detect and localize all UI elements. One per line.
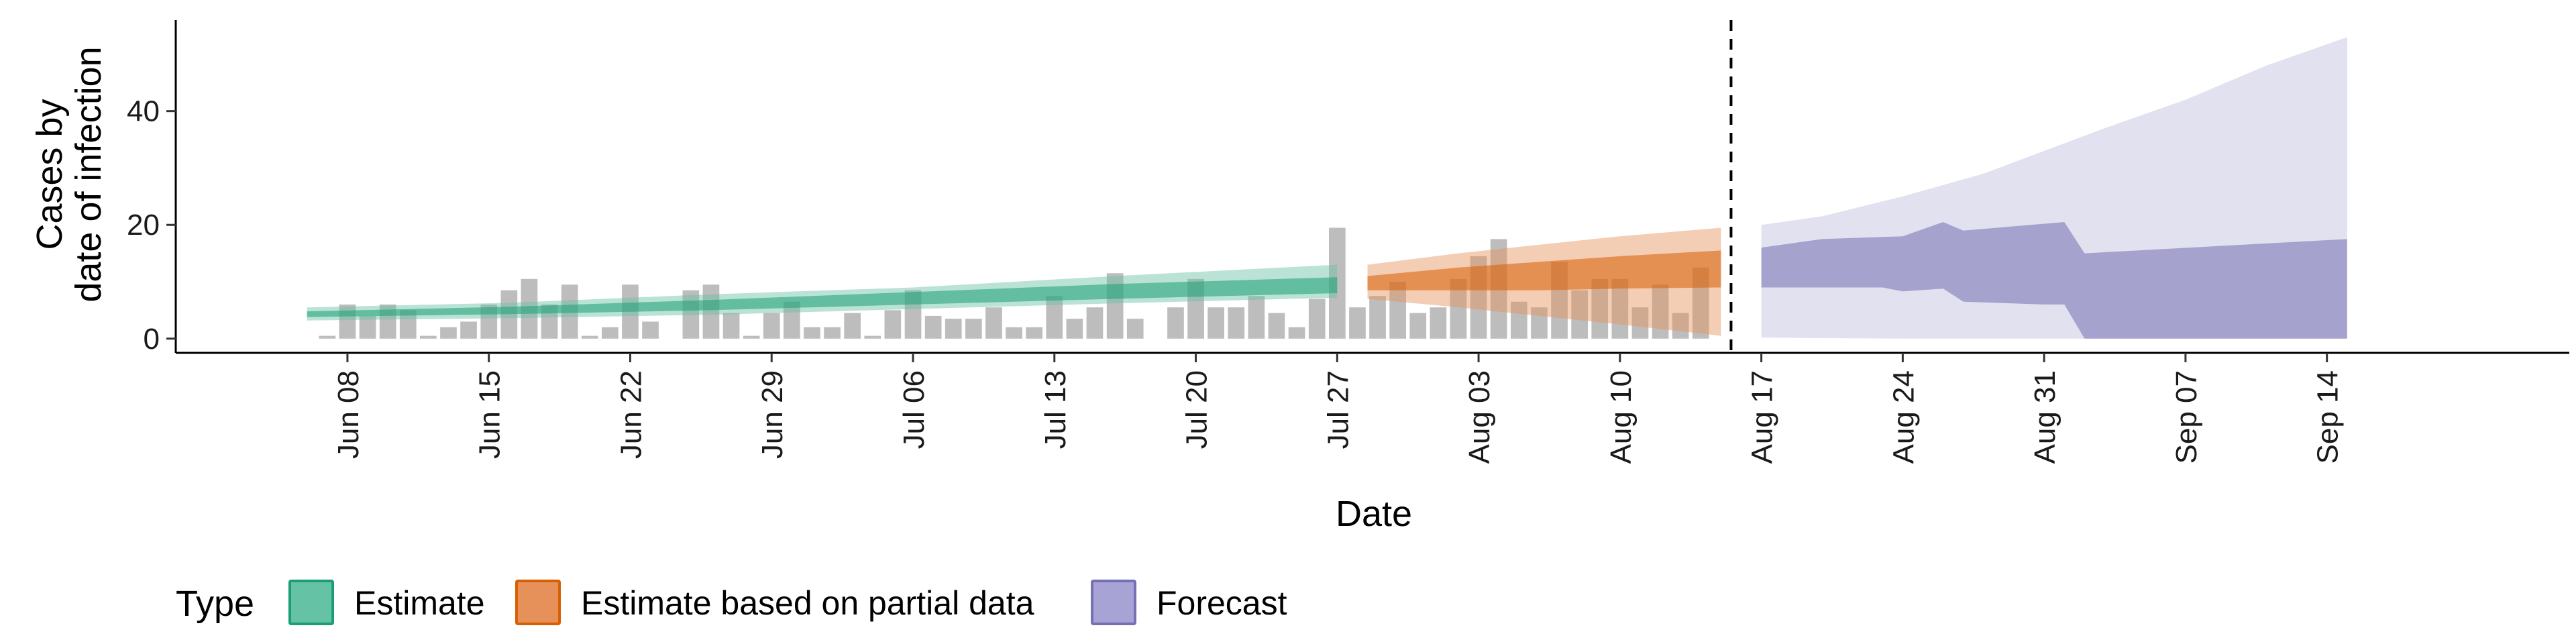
legend-label-forecast: Forecast xyxy=(1157,584,1287,622)
estimate-50-band xyxy=(307,277,1338,317)
legend-swatch-partial xyxy=(515,580,561,625)
case-bar xyxy=(602,327,619,339)
case-bar xyxy=(1571,290,1588,339)
case-bar xyxy=(864,335,881,339)
case-bar xyxy=(1531,307,1548,339)
case-bar xyxy=(1006,327,1022,339)
case-bar xyxy=(1349,307,1366,339)
estimate-based-on-partial-data-50-band xyxy=(1367,250,1721,290)
case-bar xyxy=(420,335,437,339)
x-axis-title: Date xyxy=(1336,494,1412,534)
case-bar xyxy=(440,327,457,339)
x-tick-label: Aug 24 xyxy=(1887,370,1920,464)
x-tick-label: Jul 13 xyxy=(1039,370,1072,449)
legend-label-estimate: Estimate xyxy=(354,584,485,622)
case-bar xyxy=(1409,313,1427,339)
axes: 0 20 40 Jun 08 Jun 15 Jun 22 Jun 29 Jul 06 Jul 1… xyxy=(127,20,2569,464)
case-bar xyxy=(1126,319,1144,339)
case-bar xyxy=(339,304,356,339)
x-tick-label: Sep 07 xyxy=(2170,370,2203,464)
case-bar xyxy=(359,315,376,339)
case-bar xyxy=(1208,307,1224,339)
case-bar xyxy=(1248,296,1265,339)
case-bar xyxy=(804,327,820,339)
case-bar xyxy=(460,321,477,339)
case-bar xyxy=(1672,313,1689,339)
x-tick-label: Aug 10 xyxy=(1605,370,1638,464)
y-tick-label: 20 xyxy=(127,209,160,241)
case-bar xyxy=(1430,307,1447,339)
y-axis-title-line-1: Cases by xyxy=(30,99,70,250)
x-tick-label: Aug 03 xyxy=(1463,370,1496,464)
case-bar xyxy=(682,290,700,339)
legend-swatch-forecast xyxy=(1091,580,1136,625)
case-bar xyxy=(985,307,1002,339)
x-tick-label: Jun 08 xyxy=(332,370,365,459)
case-bar xyxy=(702,284,720,339)
case-bar xyxy=(743,335,760,339)
x-tick-label: Jul 20 xyxy=(1181,370,1214,449)
case-bar xyxy=(824,327,841,339)
case-bar xyxy=(1086,307,1104,339)
case-bar xyxy=(1631,307,1649,339)
y-tick-label: 0 xyxy=(144,323,160,356)
case-bar xyxy=(1389,282,1406,339)
case-bar xyxy=(500,290,518,339)
case-bar xyxy=(1308,299,1326,339)
case-bar xyxy=(884,310,902,339)
case-bar xyxy=(844,313,861,339)
case-bar xyxy=(319,335,336,339)
case-bar xyxy=(1026,327,1042,339)
case-bar xyxy=(1288,327,1305,339)
case-bar xyxy=(722,313,740,339)
x-tick-label: Jul 06 xyxy=(898,370,930,449)
case-bar xyxy=(763,313,780,339)
case-bar xyxy=(1652,284,1669,339)
x-tick-label: Aug 31 xyxy=(2029,370,2061,464)
case-bar xyxy=(924,315,942,339)
legend-label-partial: Estimate based on partial data xyxy=(581,584,1034,622)
case-bar xyxy=(1268,313,1285,339)
case-bar xyxy=(965,319,982,339)
legend-swatch-estimate xyxy=(288,580,334,625)
estimate-bands xyxy=(307,37,2347,339)
case-bar xyxy=(1511,301,1527,339)
x-tick-label: Sep 14 xyxy=(2312,370,2345,464)
legend-title: Type xyxy=(176,584,254,624)
y-tick-label: 40 xyxy=(127,95,160,128)
case-bar xyxy=(1369,296,1386,339)
case-bar xyxy=(945,319,962,339)
case-bar xyxy=(642,321,659,339)
case-bar xyxy=(1611,278,1629,339)
x-tick-label: Jul 27 xyxy=(1322,370,1354,449)
x-tick-label: Jun 15 xyxy=(474,370,506,459)
case-bar xyxy=(1228,307,1245,339)
case-bar xyxy=(1066,319,1083,339)
x-tick-label: Jun 22 xyxy=(615,370,648,459)
case-bar xyxy=(1046,296,1063,339)
case-bar xyxy=(1167,307,1184,339)
y-axis-title-line-2: date of infection xyxy=(68,46,109,302)
x-tick-label: Jun 29 xyxy=(756,370,789,459)
forecast-50-band xyxy=(1761,222,2347,339)
legend: Type Estimate Estimate based on partial … xyxy=(176,580,1287,625)
x-tick-label: Aug 17 xyxy=(1746,370,1779,464)
case-bar xyxy=(581,335,598,339)
